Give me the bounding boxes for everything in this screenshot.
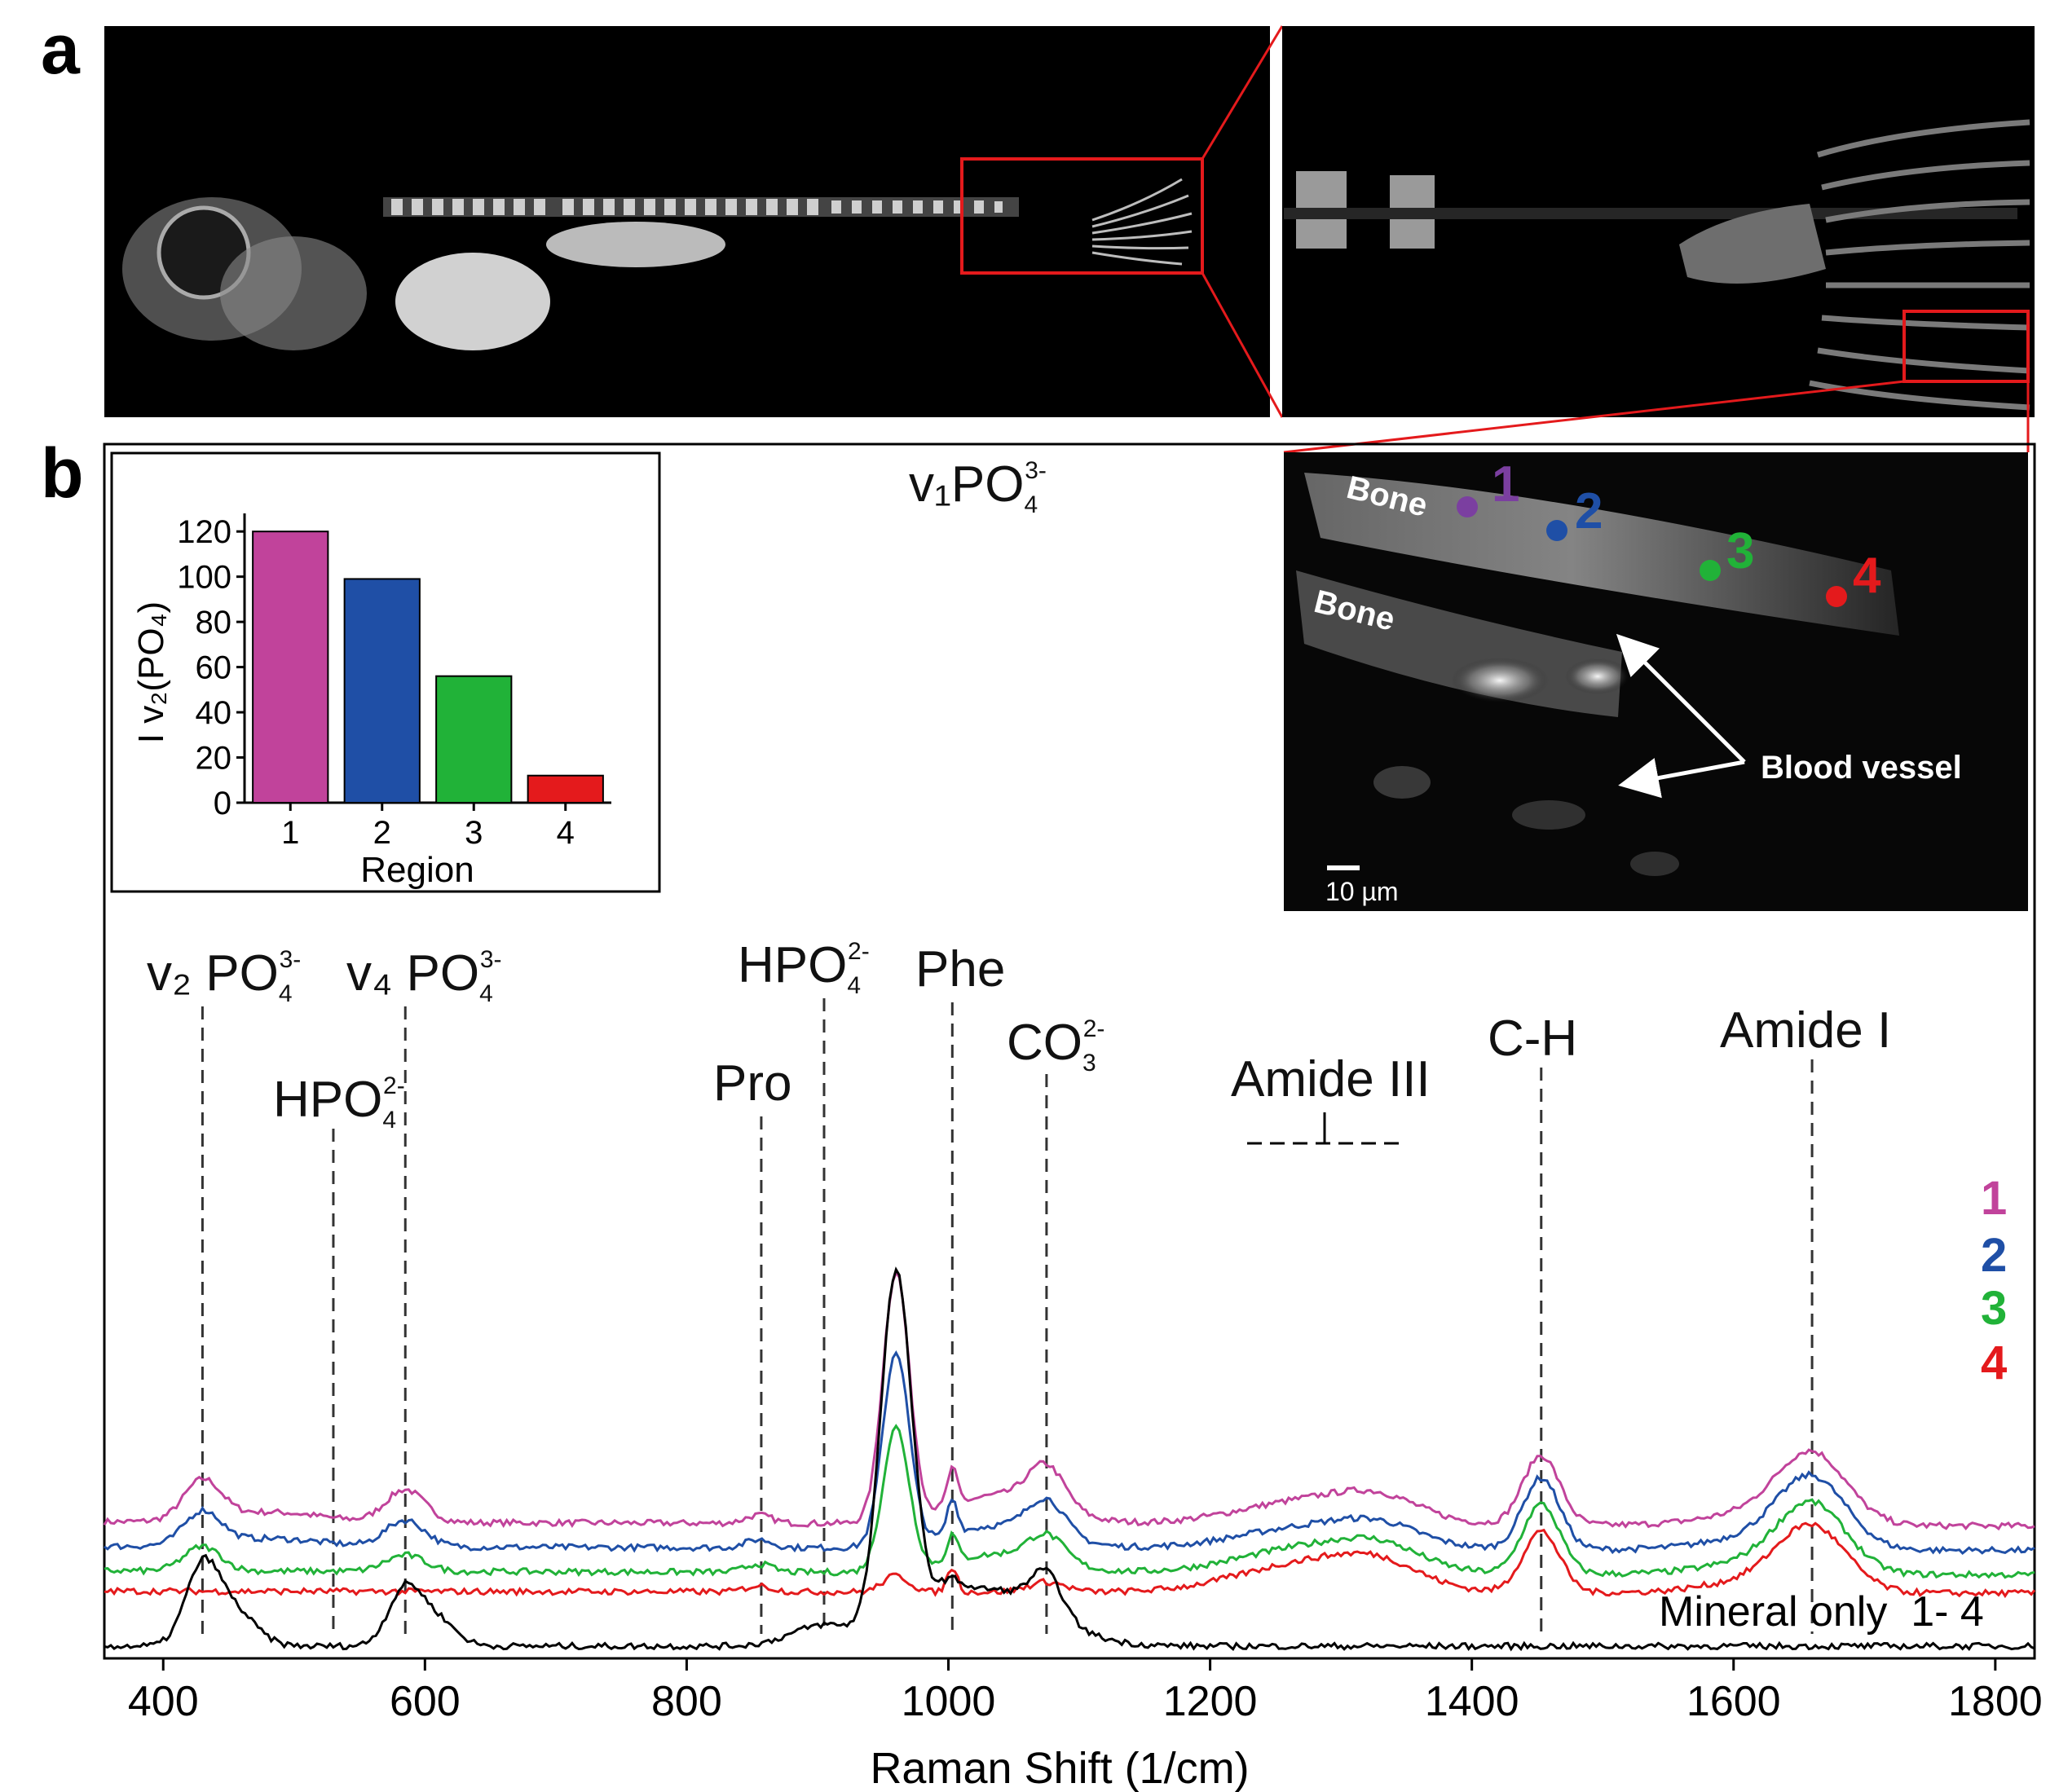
panel-b-label: b: [41, 434, 84, 513]
peak-label-pro: Pro: [713, 1055, 791, 1112]
bar-x-tick-label: 3: [465, 815, 483, 851]
bar-y-tick-label: 80: [196, 605, 232, 641]
spectrum-trace-3: [104, 1424, 2035, 1579]
trace-label-2: 2: [1981, 1229, 2007, 1282]
peak-label-v4: v₄ PO43-: [346, 945, 502, 1007]
peak-reference-lines: [201, 998, 1814, 1634]
region-label-4: 4: [1853, 548, 1881, 604]
bar-y-tick-label: 60: [196, 650, 232, 686]
x-tick-label: 1000: [902, 1678, 996, 1725]
peak-label-v2: v₂ PO43-: [147, 945, 301, 1007]
micrograph-connector-lines: [1283, 380, 2030, 454]
spectrum-trace-1: [103, 1270, 2035, 1531]
bar-region-3: [435, 675, 513, 804]
bar-region-2: [343, 578, 421, 804]
region-marker-3: [1700, 560, 1721, 581]
x-tick-label: 1800: [1948, 1678, 2043, 1725]
bar-ylabel: I v₂(PO₄): [131, 601, 171, 743]
bar-chart-inset: 0 20 40 60 80 100 120 1 2 3 4 Region I v₂(PO₄): [110, 451, 661, 893]
bar-chart-axes: 0 20 40 60 80 100 120 1 2 3 4: [177, 513, 611, 851]
region-markers: [1457, 496, 1847, 607]
x-tick-label: 1200: [1163, 1678, 1258, 1725]
spectra-traces: [103, 1266, 2036, 1652]
region-label-3: 3: [1726, 523, 1754, 579]
blood-vessel-label: Blood vessel: [1761, 750, 1962, 786]
tail-zoom-image: [1282, 26, 2035, 417]
peak-label-co3: CO32-: [1007, 1015, 1104, 1077]
spectrum-trace-2: [104, 1350, 2035, 1556]
spectrum-trace-4: [104, 1521, 2036, 1599]
peak-labels: v₂ PO43- HPO42- v₄ PO43- Pro HPO42- v₁PO…: [147, 456, 1891, 1145]
region-marker-2: [1546, 520, 1567, 541]
bar-y-tick-label: 40: [196, 695, 232, 731]
bar-x-tick-label: 2: [373, 815, 391, 851]
panel-a-label: a: [41, 11, 81, 89]
micrograph-inset: 1 2 3 4 Bone Bone Blood vessel 10 µm: [1284, 452, 2028, 911]
peak-label-hpo4-right: HPO42-: [738, 937, 870, 999]
bar-y-tick-label: 100: [177, 560, 231, 596]
trace-label-4: 4: [1981, 1336, 2007, 1389]
trace-label-mineral: Mineral only 1- 4: [1659, 1588, 1984, 1636]
bar-y-tick-label: 20: [196, 741, 232, 777]
peak-label-v1: v₁PO43-: [909, 456, 1047, 518]
spectrum-trace-mineral: [104, 1266, 2035, 1652]
bar-y-tick-label: 0: [214, 786, 231, 821]
bar-x-tick-label: 1: [281, 815, 299, 851]
spectrum-x-axis: 400 600 800 1000 1200 1400 1600 1800: [128, 1658, 2043, 1725]
whole-fish-image: [104, 26, 1270, 417]
vessel-arrow-1: [1616, 633, 1746, 764]
bar-region-4: [527, 774, 604, 804]
region-label-2: 2: [1575, 483, 1603, 539]
spectrum-frame: [103, 442, 2036, 1660]
x-tick-label: 800: [651, 1678, 722, 1725]
peak-label-phe: Phe: [915, 941, 1005, 997]
trace-label-1: 1: [1981, 1172, 2007, 1225]
region-marker-4: [1826, 586, 1847, 607]
x-tick-label: 1600: [1686, 1678, 1781, 1725]
x-tick-label: 1400: [1425, 1678, 1519, 1725]
bar-chart-bars: [252, 531, 604, 804]
bar-xlabel: Region: [360, 850, 474, 890]
peak-label-amide1: Amide I: [1720, 1002, 1891, 1059]
peak-label-ch: C-H: [1488, 1010, 1577, 1067]
spectrum-xlabel: Raman Shift (1/cm): [870, 1744, 1249, 1792]
bar-x-tick-label: 4: [557, 815, 575, 851]
scale-bar-label: 10 µm: [1325, 877, 1399, 906]
peak-label-hpo4-left: HPO42-: [273, 1072, 405, 1134]
zoom-connector-lines: [1201, 25, 1284, 418]
bar-y-tick-label: 120: [177, 514, 231, 550]
region-marker-1: [1457, 496, 1478, 517]
x-tick-label: 400: [128, 1678, 199, 1725]
bar-region-1: [252, 531, 329, 804]
x-tick-label: 600: [390, 1678, 461, 1725]
vessel-arrow-2: [1618, 758, 1745, 799]
trace-label-3: 3: [1981, 1282, 2007, 1335]
region-label-1: 1: [1492, 456, 1519, 513]
peak-label-amide3: Amide III: [1231, 1051, 1431, 1107]
